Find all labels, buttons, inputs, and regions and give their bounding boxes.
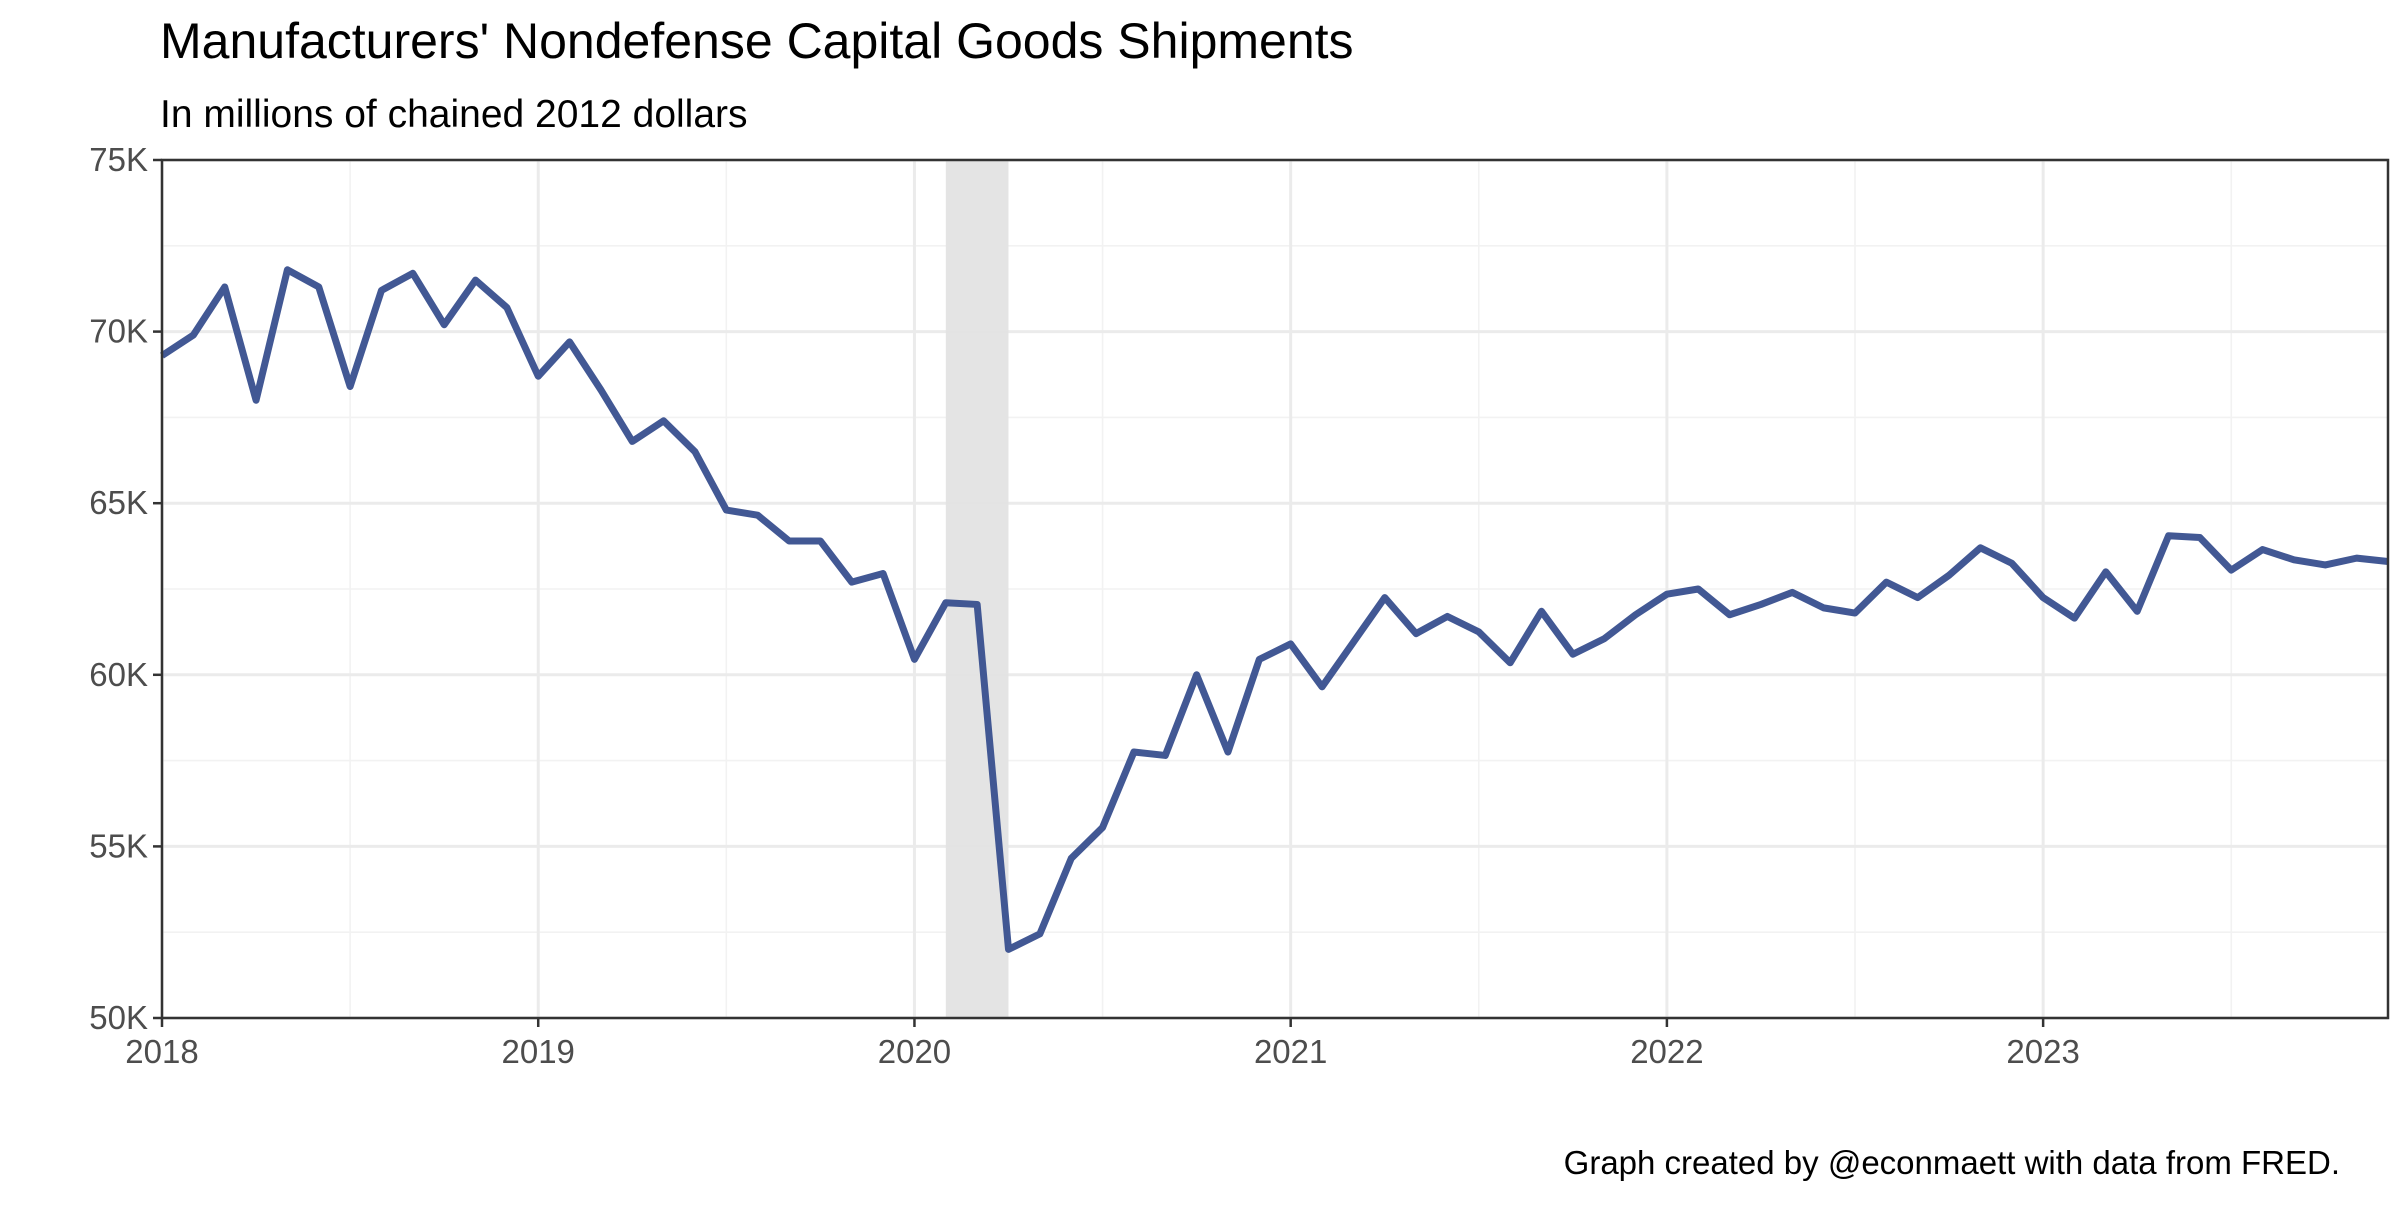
x-tick-label: 2021	[1254, 1033, 1327, 1070]
y-tick-label: 50K	[89, 999, 148, 1036]
y-tick-label: 75K	[89, 141, 148, 178]
chart-subtitle: In millions of chained 2012 dollars	[160, 93, 748, 136]
recession-shading	[945, 160, 1009, 1018]
x-tick-label: 2020	[878, 1033, 951, 1070]
x-tick-label: 2023	[2006, 1033, 2079, 1070]
recession-shading-layer	[945, 160, 1009, 1018]
chart-caption: Graph created by @econmaett with data fr…	[1564, 1144, 2340, 1181]
y-tick-label: 65K	[89, 484, 148, 521]
x-tick-label: 2018	[125, 1033, 198, 1070]
series-line	[160, 266, 2389, 953]
y-tick-label: 60K	[89, 656, 148, 693]
plot-border	[160, 158, 2390, 1020]
chart-title: Manufacturers' Nondefense Capital Goods …	[160, 13, 1354, 69]
y-tick-label: 70K	[89, 313, 148, 350]
y-tick-label: 55K	[89, 827, 148, 864]
x-tick-label: 2022	[1630, 1033, 1703, 1070]
axis-layer: 50K 55K 60K 65K 70K 75K 2018 2019 2020 2021 2022 20…	[89, 141, 2080, 1070]
grid-layer	[160, 158, 2388, 1020]
x-tick-label: 2019	[502, 1033, 575, 1070]
series-layer	[160, 266, 2389, 953]
